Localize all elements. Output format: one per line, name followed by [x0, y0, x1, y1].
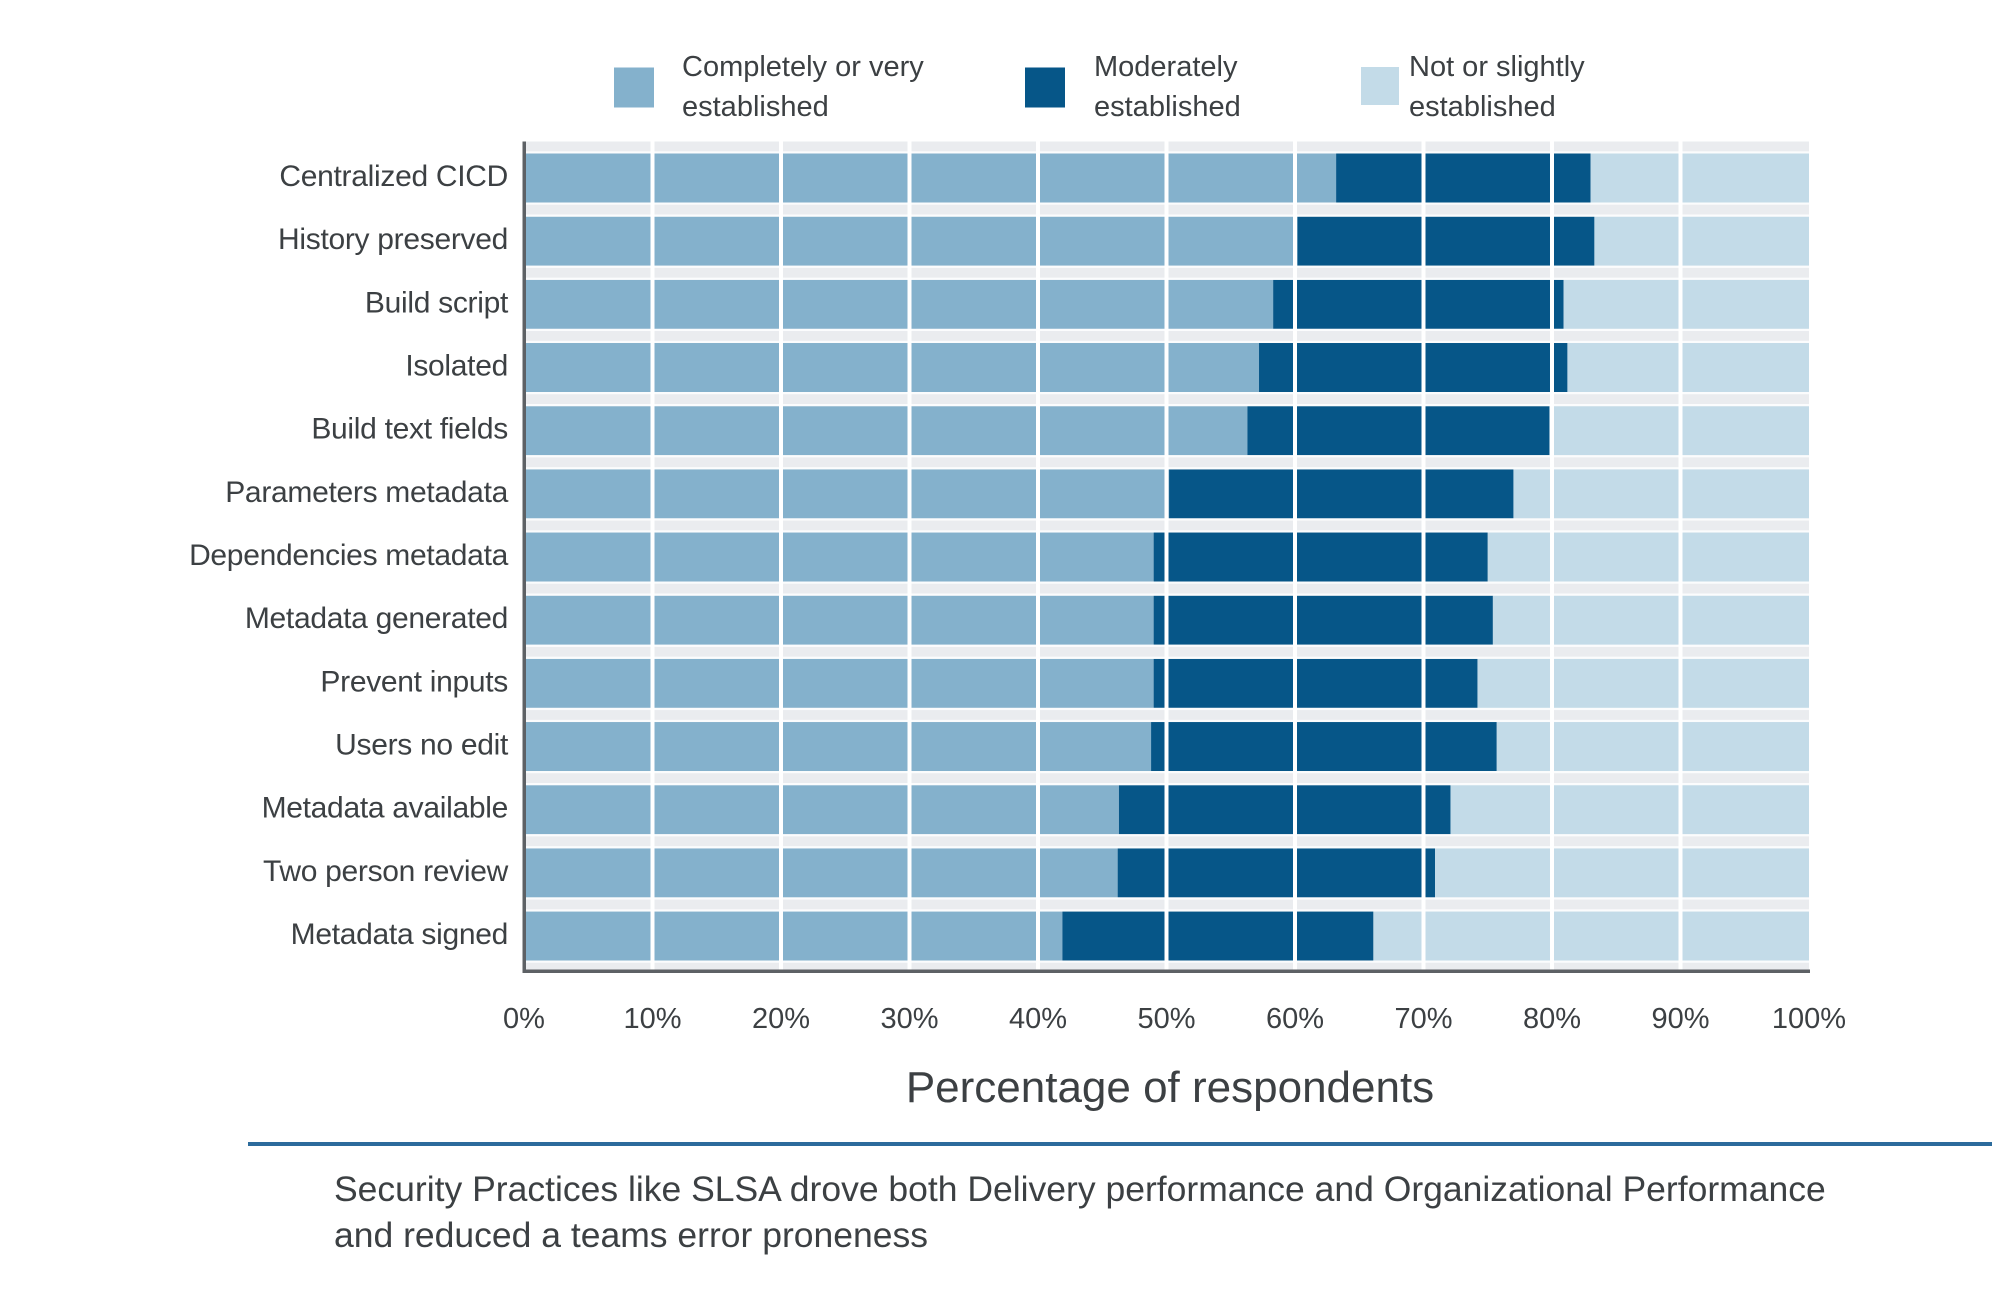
svg-text:Metadata signed: Metadata signed — [291, 918, 508, 951]
svg-text:Build script: Build script — [365, 286, 509, 319]
svg-text:Prevent inputs: Prevent inputs — [320, 665, 508, 698]
svg-text:and reduced a teams error pron: and reduced a teams error proneness — [334, 1215, 928, 1255]
svg-text:80%: 80% — [1523, 1003, 1581, 1035]
svg-text:Completely or very: Completely or very — [682, 51, 924, 83]
svg-text:30%: 30% — [880, 1003, 938, 1035]
svg-text:established: established — [682, 91, 829, 123]
svg-text:70%: 70% — [1394, 1003, 1452, 1035]
svg-text:100%: 100% — [1772, 1003, 1846, 1035]
svg-text:Not or slightly: Not or slightly — [1409, 51, 1585, 83]
svg-text:Isolated: Isolated — [405, 350, 508, 383]
svg-text:Two person review: Two person review — [263, 855, 509, 888]
svg-text:History preserved: History preserved — [278, 223, 508, 256]
svg-text:Percentage of respondents: Percentage of respondents — [906, 1063, 1434, 1112]
svg-text:10%: 10% — [623, 1003, 681, 1035]
svg-text:Moderately: Moderately — [1094, 51, 1238, 83]
svg-text:Metadata generated: Metadata generated — [245, 602, 508, 635]
svg-text:Users no edit: Users no edit — [335, 729, 509, 762]
svg-text:established: established — [1094, 91, 1241, 123]
svg-text:established: established — [1409, 91, 1556, 123]
svg-text:40%: 40% — [1009, 1003, 1067, 1035]
svg-text:Build text fields: Build text fields — [311, 413, 508, 446]
svg-text:Security Practices like SLSA d: Security Practices like SLSA drove both … — [334, 1169, 1826, 1209]
svg-text:Centralized CICD: Centralized CICD — [279, 160, 508, 193]
svg-text:Dependencies metadata: Dependencies metadata — [189, 539, 509, 572]
svg-text:90%: 90% — [1651, 1003, 1709, 1035]
svg-text:Parameters metadata: Parameters metadata — [225, 476, 508, 509]
svg-text:60%: 60% — [1266, 1003, 1324, 1035]
svg-text:50%: 50% — [1137, 1003, 1195, 1035]
svg-text:0%: 0% — [503, 1003, 545, 1035]
svg-text:Metadata available: Metadata available — [262, 792, 508, 825]
svg-text:20%: 20% — [752, 1003, 810, 1035]
